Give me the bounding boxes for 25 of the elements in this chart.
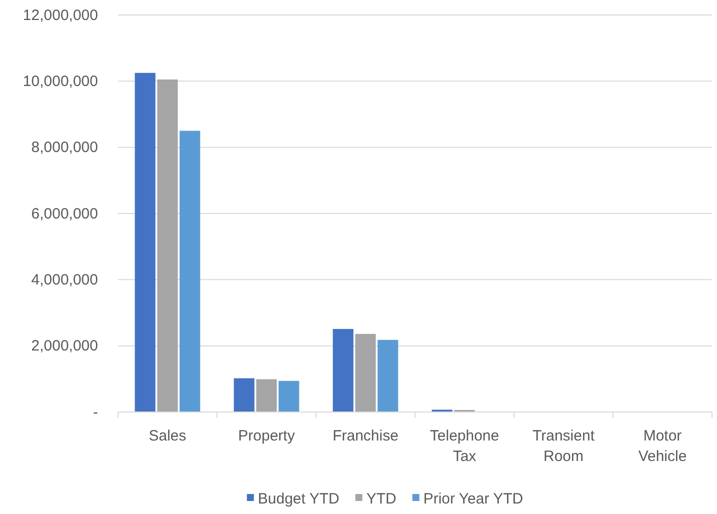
y-tick-label: 12,000,000: [22, 6, 98, 24]
y-tick-label: 2,000,000: [31, 338, 98, 355]
bar: [134, 72, 156, 412]
y-tick-label: 10,000,000: [22, 72, 98, 90]
y-tick-label: -: [93, 404, 98, 421]
y-tick-label: 8,000,000: [31, 139, 98, 156]
x-tick-label: Transient Room: [532, 428, 596, 465]
bar: [157, 80, 178, 412]
y-tick-label: 6,000,000: [31, 205, 98, 222]
bar: [256, 379, 277, 412]
x-tick-label: Telephone Tax: [430, 428, 500, 465]
bar: [378, 340, 398, 412]
x-tick-label: Franchise: [332, 428, 398, 445]
bar: [332, 328, 354, 412]
bar: [355, 334, 376, 412]
x-tick-label: Motor Vehicle: [638, 428, 687, 465]
legend-label: Budget YTD: [258, 490, 340, 508]
x-tick-label: Sales: [148, 428, 186, 445]
x-tick-label: Property: [238, 428, 296, 445]
y-tick-label: 4,000,000: [31, 271, 98, 288]
bar: [278, 380, 300, 412]
legend-label: Prior Year YTD: [423, 490, 524, 508]
bar: [180, 130, 200, 412]
legend-label: YTD: [366, 490, 397, 508]
bar: [234, 378, 254, 412]
